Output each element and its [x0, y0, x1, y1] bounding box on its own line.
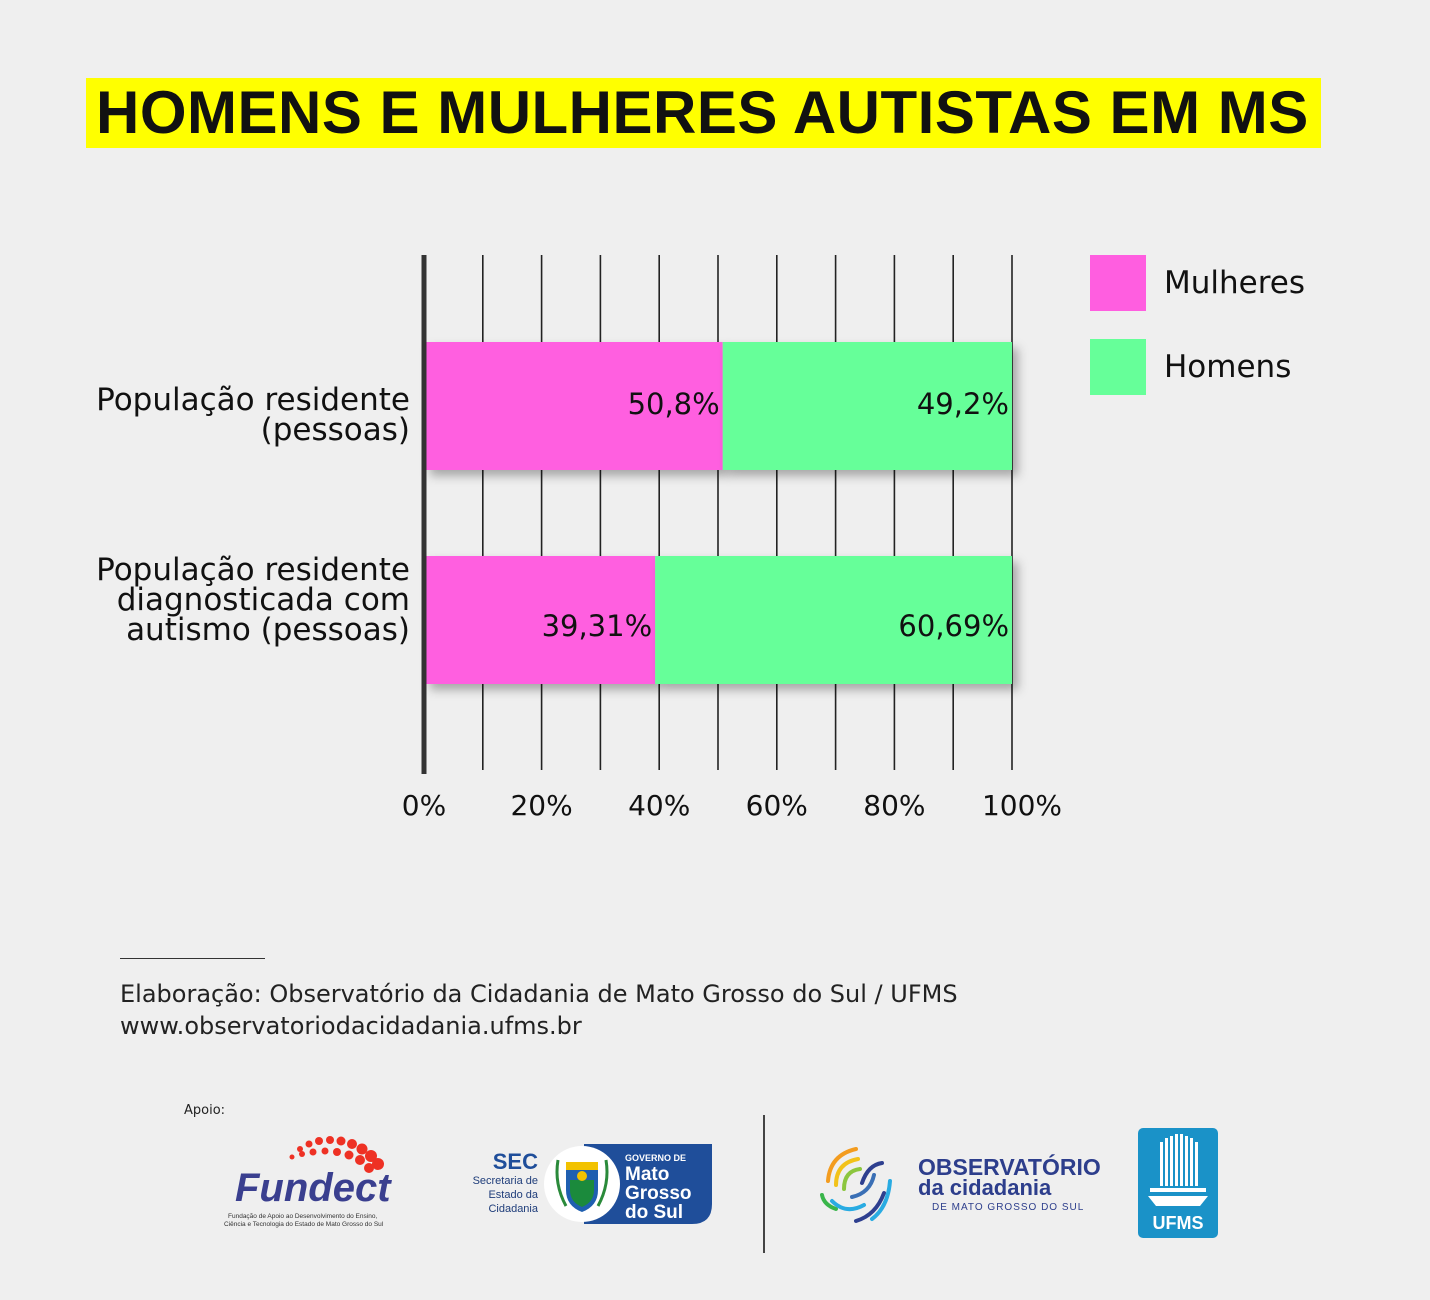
- legend: Mulheres Homens: [1090, 255, 1305, 423]
- legend-item-homens: Homens: [1090, 339, 1305, 395]
- sec-gov-line-2: Mato: [625, 1164, 669, 1185]
- data-label-homens-2: 60,69%: [898, 609, 1009, 643]
- category-label-2-line1: População residente: [96, 552, 410, 588]
- bar-homens-1: [722, 342, 1012, 470]
- sec-line-1: Secretaria de: [473, 1175, 538, 1187]
- ufms-logo: UFMS: [1138, 1128, 1218, 1238]
- sec-gov-line-4: do Sul: [625, 1202, 683, 1223]
- credit: Elaboração: Observatório da Cidadania de…: [120, 978, 958, 1042]
- observatorio-line-3: DE MATO GROSSO DO SUL: [932, 1202, 1084, 1213]
- legend-item-mulheres: Mulheres: [1090, 255, 1305, 311]
- data-label-homens-1: 49,2%: [917, 387, 1009, 421]
- legend-label-mulheres: Mulheres: [1164, 265, 1306, 301]
- sec-line-2: Estado da: [488, 1189, 538, 1201]
- x-tick-label-80: 80%: [863, 789, 925, 822]
- sec-abbr: SEC: [493, 1149, 538, 1174]
- fundect-tagline-2: Ciência e Tecnologia do Estado de Mato G…: [224, 1221, 384, 1228]
- observatorio-line-2: da cidadania: [918, 1175, 1052, 1200]
- sec-line-3: Cidadania: [488, 1203, 538, 1215]
- category-label-1: População residente (pessoas): [96, 382, 410, 448]
- chart-title: HOMENS E MULHERES AUTISTAS EM MS: [86, 78, 1321, 148]
- apoio-label: Apoio:: [184, 1103, 226, 1118]
- legend-swatch-mulheres: [1090, 255, 1146, 311]
- bar-homens-2: [655, 556, 1012, 684]
- ufms-building-icon: [1148, 1134, 1208, 1206]
- category-label-2: População residente diagnosticada com au…: [96, 552, 410, 648]
- category-label-2-line3: autismo (pessoas): [126, 612, 410, 648]
- bar-mulheres-2: [424, 556, 656, 684]
- x-tick-label-40: 40%: [628, 789, 690, 822]
- data-label-mulheres-1: 50,8%: [628, 387, 720, 421]
- legend-label-homens: Homens: [1164, 349, 1292, 385]
- bar-mulheres-1: [424, 342, 723, 470]
- sec-logo: SEC Secretaria de Estado da Cidadania GO…: [473, 1144, 712, 1224]
- x-tick-label-100: 100%: [982, 789, 1062, 822]
- observatorio-line-1: OBSERVATÓRIO: [918, 1153, 1101, 1180]
- logo-separator: [763, 1115, 765, 1253]
- observatorio-fingerprint-icon: [820, 1147, 892, 1223]
- sec-gov-line-3: Grosso: [625, 1183, 692, 1204]
- bar-chart: 50,8% 49,2% 39,31% 60,69% 0% 20% 40% 60% 80% 100%: [402, 255, 1062, 822]
- sec-gov-box: [584, 1144, 712, 1224]
- x-tick-label-0: 0%: [402, 789, 446, 822]
- legend-swatch-homens: [1090, 339, 1146, 395]
- data-label-mulheres-2: 39,31%: [542, 609, 653, 643]
- fundect-tagline-1: Fundação de Apoio ao Desenvolvimento do …: [228, 1213, 377, 1220]
- sec-crest: [555, 1159, 609, 1212]
- fundect-dots: [289, 1136, 384, 1173]
- x-tick-label-60: 60%: [746, 789, 808, 822]
- footer-rule: [120, 958, 265, 959]
- category-label-1-line1: População residente: [96, 382, 410, 418]
- observatorio-logo: OBSERVATÓRIO da cidadania DE MATO GROSSO…: [820, 1147, 1101, 1223]
- title-wrap: HOMENS E MULHERES AUTISTAS EM MS: [86, 78, 1321, 148]
- category-label-2-line2: diagnosticada com: [116, 582, 410, 618]
- fundect-wordmark: Fundect: [235, 1166, 392, 1210]
- fundect-logo: Fundect Fundação de Apoio ao Desenvolvim…: [224, 1136, 392, 1228]
- sec-gov-line-1: GOVERNO DE: [625, 1153, 686, 1163]
- category-label-1-line2: (pessoas): [260, 412, 410, 448]
- x-tick-label-20: 20%: [510, 789, 572, 822]
- credit-line-1: Elaboração: Observatório da Cidadania de…: [120, 980, 958, 1008]
- ufms-text: UFMS: [1153, 1213, 1204, 1233]
- credit-url: www.observatoriodacidadania.ufms.br: [120, 1012, 582, 1040]
